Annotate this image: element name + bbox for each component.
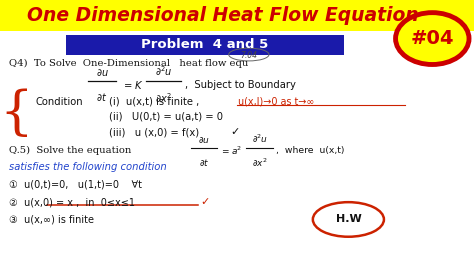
Text: $\partial x^2$: $\partial x^2$ xyxy=(155,91,172,105)
Text: satisfies the following condition: satisfies the following condition xyxy=(9,162,167,172)
Text: $= K$: $= K$ xyxy=(122,78,144,91)
Text: {: { xyxy=(0,88,33,139)
Text: u(x,l)→0 as t→∞: u(x,l)→0 as t→∞ xyxy=(238,97,314,107)
Text: (ii)   U(0,t) = u(a,t) = 0: (ii) U(0,t) = u(a,t) = 0 xyxy=(109,111,223,122)
Text: ①  u(0,t)=0,   u(1,t)=0    ∀t: ① u(0,t)=0, u(1,t)=0 ∀t xyxy=(9,180,143,190)
Text: 7.04: 7.04 xyxy=(240,51,257,60)
Text: $\partial^2 u$: $\partial^2 u$ xyxy=(155,64,173,78)
Text: $\partial t$: $\partial t$ xyxy=(199,157,209,168)
FancyBboxPatch shape xyxy=(66,35,344,55)
Text: #04: #04 xyxy=(410,29,454,48)
Ellipse shape xyxy=(395,13,469,65)
Text: $= a^2$: $= a^2$ xyxy=(220,145,242,157)
Text: ✓: ✓ xyxy=(230,127,239,137)
Text: (iii)   u (x,0) = f(x): (iii) u (x,0) = f(x) xyxy=(109,127,199,137)
Text: ,  where  u(x,t): , where u(x,t) xyxy=(276,146,344,155)
Text: Q.5)  Solve the equation: Q.5) Solve the equation xyxy=(9,146,132,155)
Text: $\partial^2 u$: $\partial^2 u$ xyxy=(252,132,268,145)
Text: One Dimensional Heat Flow Equation: One Dimensional Heat Flow Equation xyxy=(27,6,419,25)
Text: Condition: Condition xyxy=(36,97,83,107)
Text: ③  u(x,∞) is finite: ③ u(x,∞) is finite xyxy=(9,214,94,225)
Text: Problem  4 and 5: Problem 4 and 5 xyxy=(141,38,268,51)
Text: ✓: ✓ xyxy=(200,197,210,207)
Text: ②  u(x,0) = x ,  in  0≤x≤1: ② u(x,0) = x , in 0≤x≤1 xyxy=(9,197,136,207)
Text: $\partial x^2$: $\partial x^2$ xyxy=(252,157,268,169)
Text: ,  Subject to Boundary: , Subject to Boundary xyxy=(185,80,296,90)
FancyBboxPatch shape xyxy=(0,0,474,31)
Text: $\partial t$: $\partial t$ xyxy=(96,91,108,103)
Text: $\partial u$: $\partial u$ xyxy=(198,135,210,145)
Text: (i)  u(x,t) is finite ,: (i) u(x,t) is finite , xyxy=(109,97,199,107)
Text: H.W: H.W xyxy=(336,214,361,225)
Text: $\partial u$: $\partial u$ xyxy=(96,67,108,78)
Text: Q4)  To Solve  One-Dimensional   heat flow equ: Q4) To Solve One-Dimensional heat flow e… xyxy=(9,59,249,68)
